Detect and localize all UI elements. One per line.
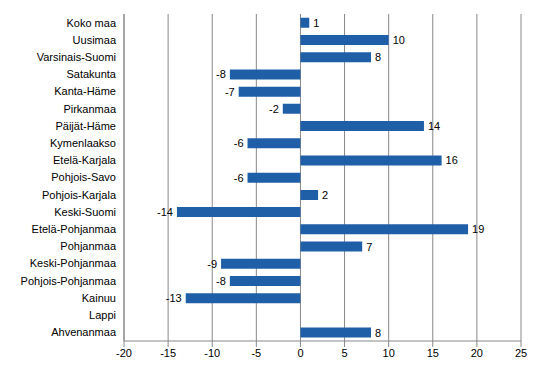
- svg-text:-8: -8: [216, 275, 226, 287]
- svg-text:-2: -2: [269, 103, 279, 115]
- svg-text:8: 8: [375, 327, 381, 339]
- svg-text:-8: -8: [216, 68, 226, 80]
- svg-text:8: 8: [375, 51, 381, 63]
- svg-text:-6: -6: [234, 172, 244, 184]
- svg-text:Lappi: Lappi: [89, 309, 116, 321]
- svg-text:Satakunta: Satakunta: [66, 68, 116, 80]
- svg-text:Keski-Suomi: Keski-Suomi: [54, 206, 116, 218]
- svg-text:10: 10: [393, 34, 405, 46]
- svg-text:Pohjois-Savo: Pohjois-Savo: [51, 171, 116, 183]
- svg-text:Etelä-Pohjanmaa: Etelä-Pohjanmaa: [32, 223, 117, 235]
- svg-text:Etelä-Karjala: Etelä-Karjala: [53, 154, 117, 166]
- svg-text:Koko maa: Koko maa: [66, 17, 116, 29]
- svg-text:2: 2: [322, 189, 328, 201]
- svg-text:Keski-Pohjanmaa: Keski-Pohjanmaa: [30, 257, 117, 269]
- svg-text:Kanta-Häme: Kanta-Häme: [54, 85, 116, 97]
- svg-text:Uusimaa: Uusimaa: [73, 34, 117, 46]
- svg-text:-7: -7: [225, 86, 235, 98]
- svg-text:Pohjois-Pohjanmaa: Pohjois-Pohjanmaa: [21, 275, 117, 287]
- svg-text:20: 20: [471, 347, 483, 359]
- svg-text:-9: -9: [207, 258, 217, 270]
- svg-text:16: 16: [446, 154, 458, 166]
- svg-text:-5: -5: [251, 347, 261, 359]
- svg-text:0: 0: [297, 347, 303, 359]
- svg-text:25: 25: [515, 347, 527, 359]
- svg-text:19: 19: [472, 223, 484, 235]
- svg-text:1: 1: [313, 17, 319, 29]
- svg-text:-13: -13: [166, 292, 182, 304]
- svg-text:-6: -6: [234, 137, 244, 149]
- svg-text:Päijät-Häme: Päijät-Häme: [55, 120, 116, 132]
- svg-text:14: 14: [428, 120, 440, 132]
- svg-text:15: 15: [427, 347, 439, 359]
- svg-text:-14: -14: [157, 206, 173, 218]
- svg-text:Kymenlaakso: Kymenlaakso: [50, 137, 116, 149]
- svg-text:10: 10: [383, 347, 395, 359]
- svg-text:Pirkanmaa: Pirkanmaa: [63, 103, 116, 115]
- svg-text:Ahvenanmaa: Ahvenanmaa: [51, 326, 117, 338]
- svg-text:Kainuu: Kainuu: [82, 292, 116, 304]
- svg-text:Pohjanmaa: Pohjanmaa: [60, 240, 117, 252]
- svg-text:-15: -15: [160, 347, 176, 359]
- svg-text:-10: -10: [204, 347, 220, 359]
- svg-text:-20: -20: [116, 347, 132, 359]
- svg-text:Varsinais-Suomi: Varsinais-Suomi: [37, 51, 116, 63]
- svg-text:Pohjois-Karjala: Pohjois-Karjala: [42, 189, 117, 201]
- svg-text:5: 5: [341, 347, 347, 359]
- svg-text:7: 7: [366, 241, 372, 253]
